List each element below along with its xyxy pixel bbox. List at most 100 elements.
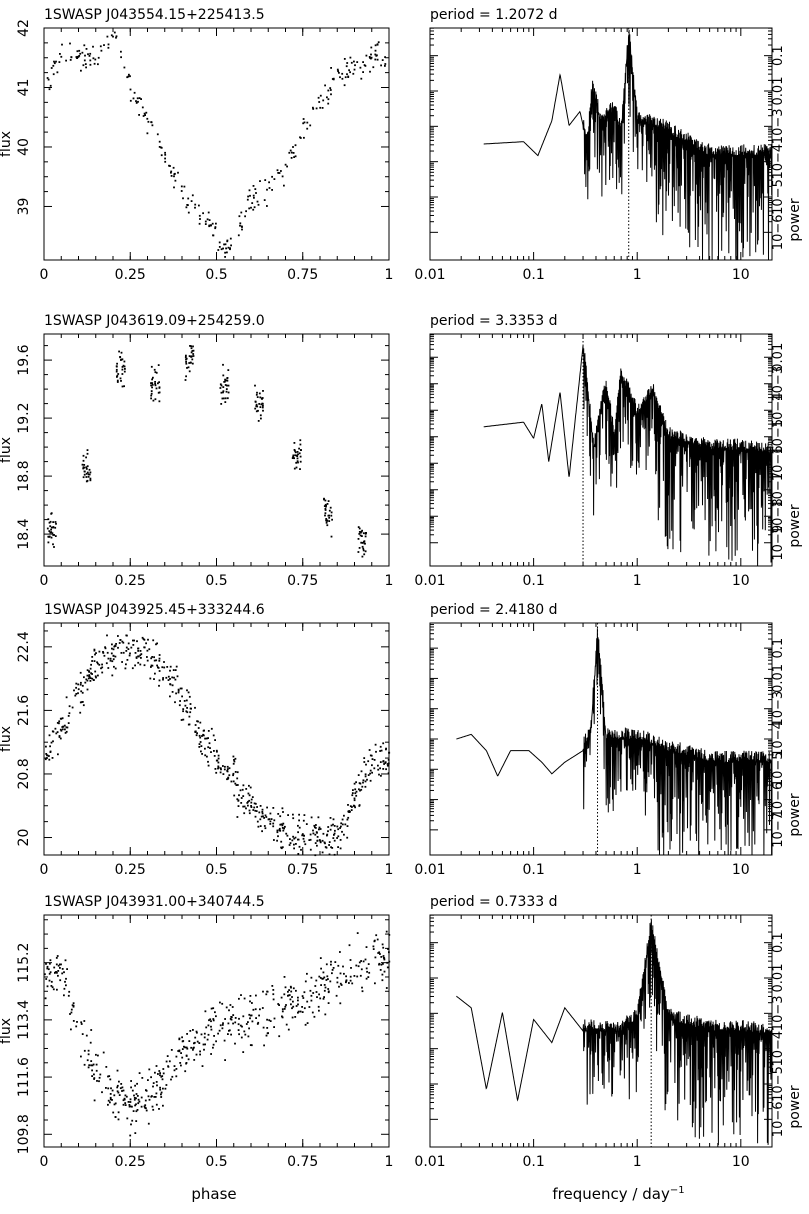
data-point: [222, 247, 224, 250]
data-point: [365, 946, 368, 948]
data-point: [63, 994, 65, 997]
y-tick-label: 10−5: [771, 179, 786, 215]
y-tick-label: 10−3: [771, 366, 786, 402]
data-point: [124, 1094, 127, 1097]
data-point: [301, 1006, 303, 1008]
data-point: [229, 248, 231, 251]
data-point: [85, 678, 88, 681]
data-point: [120, 351, 123, 354]
data-point: [46, 754, 48, 757]
data-point: [198, 1042, 201, 1044]
data-point: [337, 70, 339, 73]
data-point: [151, 1095, 153, 1097]
data-point: [185, 357, 188, 360]
data-point: [47, 968, 50, 971]
data-point: [263, 199, 266, 201]
data-point: [358, 961, 361, 964]
data-point: [60, 729, 63, 732]
data-point: [115, 365, 118, 368]
data-point: [60, 963, 62, 966]
data-point: [357, 538, 360, 540]
data-point: [85, 466, 88, 469]
data-point: [250, 801, 253, 804]
data-point: [164, 160, 167, 163]
data-point: [103, 654, 106, 657]
data-point: [262, 390, 264, 392]
data-point: [199, 721, 202, 724]
data-point: [365, 967, 368, 970]
y-tick-label: 115.2: [16, 943, 32, 983]
data-point: [217, 249, 220, 251]
data-point: [252, 809, 255, 811]
data-point: [158, 659, 161, 662]
data-point: [63, 724, 66, 727]
data-point: [133, 639, 135, 642]
data-point: [137, 1098, 140, 1101]
data-point: [54, 972, 56, 974]
data-point: [299, 443, 302, 446]
data-point: [276, 831, 279, 834]
data-point: [118, 1094, 121, 1096]
data-point: [137, 655, 140, 658]
data-point: [70, 1028, 72, 1031]
data-point: [312, 832, 315, 835]
data-point: [219, 767, 222, 770]
data-point: [173, 186, 175, 189]
data-point: [116, 379, 119, 382]
data-point: [50, 741, 53, 744]
data-point: [112, 648, 115, 651]
data-point: [353, 782, 356, 785]
data-point: [188, 715, 191, 718]
data-point: [319, 997, 322, 1000]
data-point: [302, 997, 305, 999]
data-point: [115, 36, 117, 39]
data-point: [210, 1028, 213, 1031]
data-point: [162, 678, 164, 681]
data-point: [292, 152, 295, 154]
data-point: [129, 652, 131, 655]
data-point: [221, 1024, 224, 1026]
data-point: [132, 1110, 135, 1112]
data-point: [293, 457, 295, 460]
data-point: [53, 966, 56, 969]
data-point: [249, 786, 252, 789]
data-point: [250, 1014, 253, 1017]
data-point: [265, 993, 268, 996]
data-point: [80, 681, 82, 684]
data-point: [113, 665, 115, 668]
data-point: [84, 681, 87, 684]
data-point: [255, 393, 258, 396]
data-point: [70, 56, 73, 59]
data-point: [185, 699, 188, 702]
data-point: [189, 355, 192, 358]
data-point: [205, 1026, 208, 1029]
data-point: [204, 747, 206, 750]
data-point: [88, 670, 90, 672]
data-point: [140, 1096, 143, 1099]
data-point: [116, 1069, 119, 1072]
data-point: [166, 1055, 169, 1057]
data-point: [180, 185, 183, 188]
data-point: [141, 1077, 144, 1079]
y-tick-label: 10−4: [771, 144, 786, 180]
data-point: [343, 972, 345, 975]
data-point: [83, 1063, 86, 1066]
data-point: [326, 833, 329, 836]
data-point: [306, 1000, 309, 1003]
data-point: [125, 663, 127, 666]
data-point: [190, 361, 192, 364]
data-point: [339, 827, 341, 829]
data-point: [75, 1025, 78, 1028]
data-point: [81, 51, 84, 54]
data-point: [329, 817, 332, 819]
data-point: [337, 835, 340, 838]
data-point: [129, 1105, 132, 1108]
data-point: [362, 71, 364, 73]
data-point: [328, 844, 330, 846]
data-point: [136, 1109, 139, 1111]
data-point: [329, 89, 332, 91]
data-point: [88, 468, 91, 471]
data-point: [142, 638, 145, 640]
data-point: [160, 154, 163, 157]
data-point: [287, 1028, 290, 1031]
